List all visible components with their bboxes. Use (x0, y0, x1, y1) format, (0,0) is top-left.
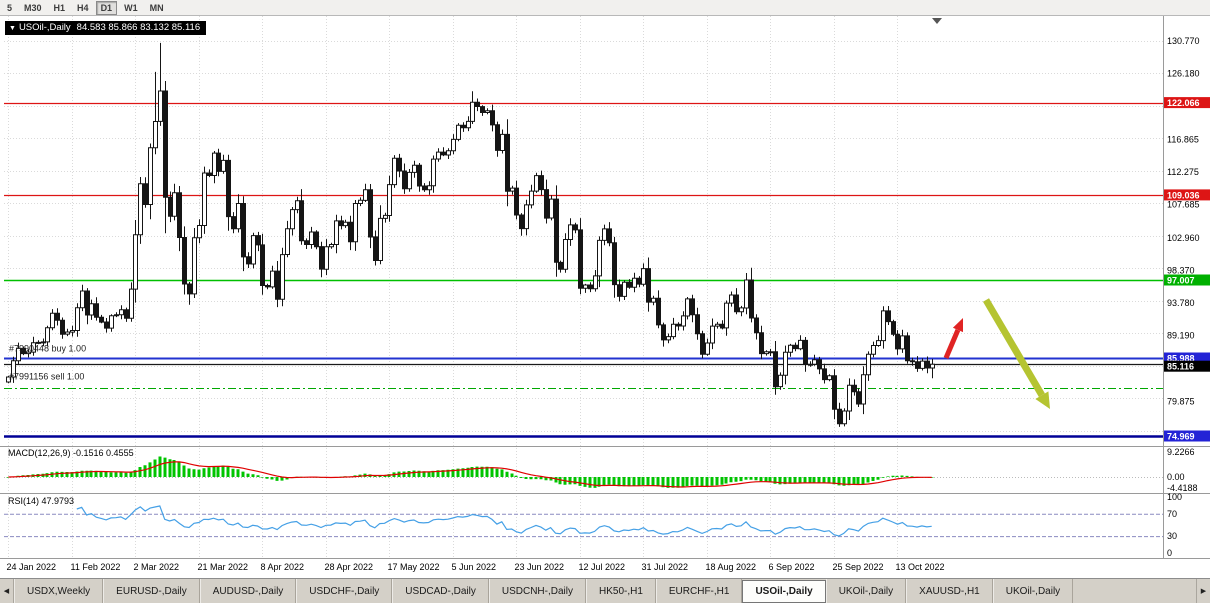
tf-w1-button[interactable]: W1 (124, 2, 138, 13)
price-badge (1164, 189, 1210, 201)
tab-usoil-daily[interactable]: USOil-,Daily (742, 580, 826, 603)
price-badge (1164, 274, 1210, 286)
date-label: 21 Mar 2022 (198, 562, 249, 572)
date-label: 2 Mar 2022 (134, 562, 180, 572)
tf-mn-button[interactable]: MN (149, 2, 164, 13)
tf-h4-button[interactable]: H4 (77, 2, 89, 13)
bull-candles (6, 90, 935, 425)
price-badge (1164, 97, 1210, 109)
price-tick: 79.875 (1167, 396, 1195, 406)
date-label: 23 Jun 2022 (515, 562, 565, 572)
candle-wicks (8, 42, 933, 427)
tab-usdchf-daily[interactable]: USDCHF-,Daily (296, 579, 393, 603)
date-label: 31 Jul 2022 (642, 562, 689, 572)
date-label: 5 Jun 2022 (452, 562, 497, 572)
price-tick: 93.780 (1167, 298, 1195, 308)
price-tick: 112.275 (1167, 167, 1199, 177)
rsi-line (76, 505, 932, 537)
date-label: 11 Feb 2022 (71, 562, 121, 572)
macd-histogram (6, 456, 934, 488)
price-tick: 89.190 (1167, 330, 1195, 340)
candles (6, 18, 942, 427)
chart-ohlc-values: 84.583 85.866 83.132 85.116 (76, 22, 201, 33)
date-label: 12 Jul 2022 (579, 562, 626, 572)
up-arrow-icon (943, 329, 961, 359)
tab-eurchf-h1[interactable]: EURCHF-,H1 (655, 579, 743, 603)
price-axis: 130.770 126.180 116.865 112.275 107.685 102.9… (0, 16, 1210, 559)
date-label: 28 Apr 2022 (325, 562, 374, 572)
tab-usdcnh-daily[interactable]: USDCNH-,Daily (488, 579, 586, 603)
macd-signal-line (8, 461, 932, 488)
price-badge (1164, 430, 1210, 442)
grid: 24 Jan 2022 11 Feb 2022 2 Mar 2022 21 Mar 2… (4, 16, 1163, 572)
tab-scroll-right-icon[interactable]: ▶ (1196, 579, 1210, 603)
tab-usdcad-daily[interactable]: USDCAD-,Daily (392, 579, 489, 603)
chart-symbol-label: USOil-,Daily (18, 22, 71, 33)
macd-axis-tick: 9.2266 (1167, 447, 1195, 457)
rsi-label: RSI(14) 47.9793 (8, 496, 74, 506)
tab-scroll-left-icon[interactable]: ◀ (0, 579, 14, 603)
svg-text:74.969: 74.969 (1167, 432, 1195, 442)
rsi-axis-tick: 70 (1167, 509, 1177, 519)
date-label: 8 Apr 2022 (261, 562, 305, 572)
price-tick: 102.960 (1167, 233, 1200, 243)
chart-title-overlay: ▼ USOil-,Daily 84.583 85.866 83.132 85.116 (5, 21, 207, 35)
tab-ukoil-daily-2[interactable]: UKOil-,Daily (992, 579, 1074, 603)
tab-audusd-daily[interactable]: AUDUSD-,Daily (199, 579, 297, 603)
price-tick: 126.180 (1167, 68, 1200, 78)
chevron-down-icon[interactable]: ▼ (9, 25, 16, 32)
price-tick: 116.865 (1167, 134, 1199, 144)
chart-shift-marker (932, 18, 942, 24)
tf-5-button[interactable]: 5 (7, 2, 13, 13)
bear-candles (21, 90, 930, 425)
date-label: 6 Sep 2022 (769, 562, 815, 572)
tab-hk50-h1[interactable]: HK50-,H1 (585, 579, 656, 603)
tab-eurusd-daily[interactable]: EURUSD-,Daily (103, 579, 200, 603)
tab-ukoil-daily[interactable]: UKOil-,Daily (825, 579, 907, 603)
rsi-axis-tick: 100 (1167, 492, 1182, 502)
tab-usdx-weekly[interactable]: USDX,Weekly (14, 579, 104, 603)
macd-label: MACD(12,26,9) -0.1516 0.4555 (8, 448, 134, 458)
down-arrow-icon (982, 298, 1045, 397)
order-labels: #7990448 buy 1.00 #7991156 sell 1.00 (9, 344, 86, 382)
buy-order-label: #7990448 buy 1.00 (9, 344, 86, 354)
rsi-axis-tick: 30 (1167, 531, 1177, 541)
price-tick: 98.370 (1167, 265, 1195, 275)
price-badge (1164, 352, 1210, 364)
tf-h1-button[interactable]: H1 (53, 2, 66, 13)
symbol-tabbar: ◀ USDX,Weekly EURUSD-,Daily AUDUSD-,Dail… (0, 578, 1210, 603)
svg-text:97.007: 97.007 (1167, 276, 1195, 286)
tf-m30-button[interactable]: M30 (24, 2, 42, 13)
svg-text:85.988: 85.988 (1167, 354, 1195, 364)
date-label: 24 Jan 2022 (7, 562, 57, 572)
macd-axis-tick: -4.4188 (1167, 483, 1198, 493)
date-label: 17 May 2022 (388, 562, 440, 572)
chart-canvas[interactable]: 24 Jan 2022 11 Feb 2022 2 Mar 2022 21 Mar 2… (0, 16, 1210, 578)
rsi-panel: RSI(14) 47.9793 (4, 496, 1163, 538)
arrow-annotations (943, 298, 1050, 409)
tf-d1-button[interactable]: D1 (95, 0, 118, 15)
price-badge (1164, 360, 1210, 372)
rsi-axis-tick: 0 (1167, 548, 1172, 558)
date-label: 13 Oct 2022 (896, 562, 945, 572)
svg-text:109.036: 109.036 (1167, 190, 1200, 200)
macd-panel: MACD(12,26,9) -0.1516 0.4555 (4, 448, 1163, 488)
price-tick: 130.770 (1167, 36, 1200, 46)
date-label: 25 Sep 2022 (833, 562, 884, 572)
svg-text:122.066: 122.066 (1167, 98, 1200, 108)
timeframe-toolbar: 5 M30 H1 H4 D1 W1 MN (0, 0, 1210, 16)
svg-text:85.116: 85.116 (1167, 362, 1194, 372)
date-label: 18 Aug 2022 (706, 562, 757, 572)
price-tick: 107.685 (1167, 199, 1200, 209)
tab-xauusd-h1[interactable]: XAUUSD-,H1 (906, 579, 993, 603)
level-lines (4, 102, 1163, 438)
macd-axis-tick: 0.00 (1167, 472, 1185, 482)
sell-order-label: #7991156 sell 1.00 (9, 372, 84, 382)
